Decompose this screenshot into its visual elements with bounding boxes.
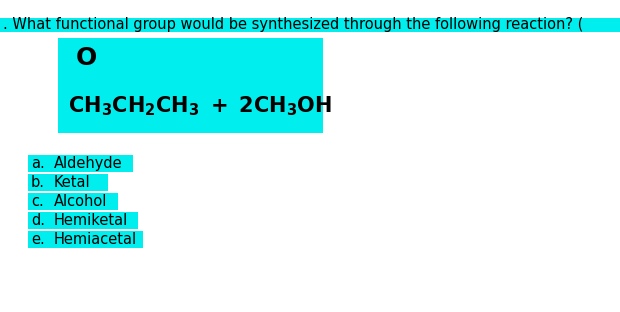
Bar	[28, 193, 118, 210]
Text: Ketal: Ketal	[54, 175, 91, 190]
Bar	[28, 174, 108, 191]
Text: Hemiketal: Hemiketal	[54, 213, 128, 228]
Text: a.: a.	[31, 156, 45, 171]
Text: Alcohol: Alcohol	[54, 194, 107, 209]
Text: O: O	[76, 46, 97, 70]
Text: Aldehyde: Aldehyde	[54, 156, 123, 171]
Bar	[28, 212, 138, 229]
Bar	[58, 38, 323, 133]
Text: c.: c.	[31, 194, 44, 209]
Text: . What functional group would be synthesized through the following reaction? (: . What functional group would be synthes…	[3, 17, 583, 32]
Text: d.: d.	[31, 213, 45, 228]
Text: e.: e.	[31, 232, 45, 247]
Bar	[28, 231, 143, 248]
Bar	[28, 155, 133, 172]
Bar	[0, 18, 620, 32]
Text: Hemiacetal: Hemiacetal	[54, 232, 137, 247]
Text: b.: b.	[31, 175, 45, 190]
Text: $\mathbf{CH_3CH_2CH_3\ +\ 2CH_3OH}$: $\mathbf{CH_3CH_2CH_3\ +\ 2CH_3OH}$	[68, 94, 332, 118]
